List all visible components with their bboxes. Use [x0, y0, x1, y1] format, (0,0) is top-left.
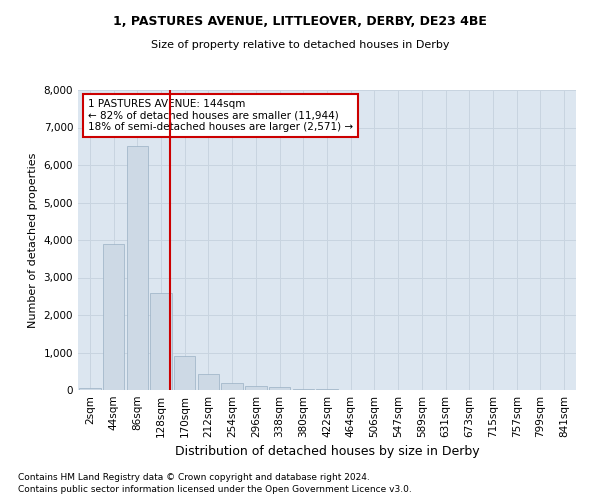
Text: Size of property relative to detached houses in Derby: Size of property relative to detached ho…	[151, 40, 449, 50]
Bar	[269, 388, 290, 390]
Text: 1, PASTURES AVENUE, LITTLEOVER, DERBY, DE23 4BE: 1, PASTURES AVENUE, LITTLEOVER, DERBY, D…	[113, 15, 487, 28]
Bar	[245, 386, 266, 390]
Bar	[293, 389, 314, 390]
Text: Contains HM Land Registry data © Crown copyright and database right 2024.: Contains HM Land Registry data © Crown c…	[18, 472, 370, 482]
Bar	[174, 356, 196, 390]
Bar	[198, 374, 219, 390]
Y-axis label: Number of detached properties: Number of detached properties	[28, 152, 38, 328]
Text: Contains public sector information licensed under the Open Government Licence v3: Contains public sector information licen…	[18, 485, 412, 494]
Bar	[151, 292, 172, 390]
Bar	[79, 388, 101, 390]
X-axis label: Distribution of detached houses by size in Derby: Distribution of detached houses by size …	[175, 446, 479, 458]
Bar	[221, 383, 243, 390]
Bar	[127, 146, 148, 390]
Bar	[316, 389, 338, 390]
Text: 1 PASTURES AVENUE: 144sqm
← 82% of detached houses are smaller (11,944)
18% of s: 1 PASTURES AVENUE: 144sqm ← 82% of detac…	[88, 99, 353, 132]
Bar	[103, 244, 124, 390]
